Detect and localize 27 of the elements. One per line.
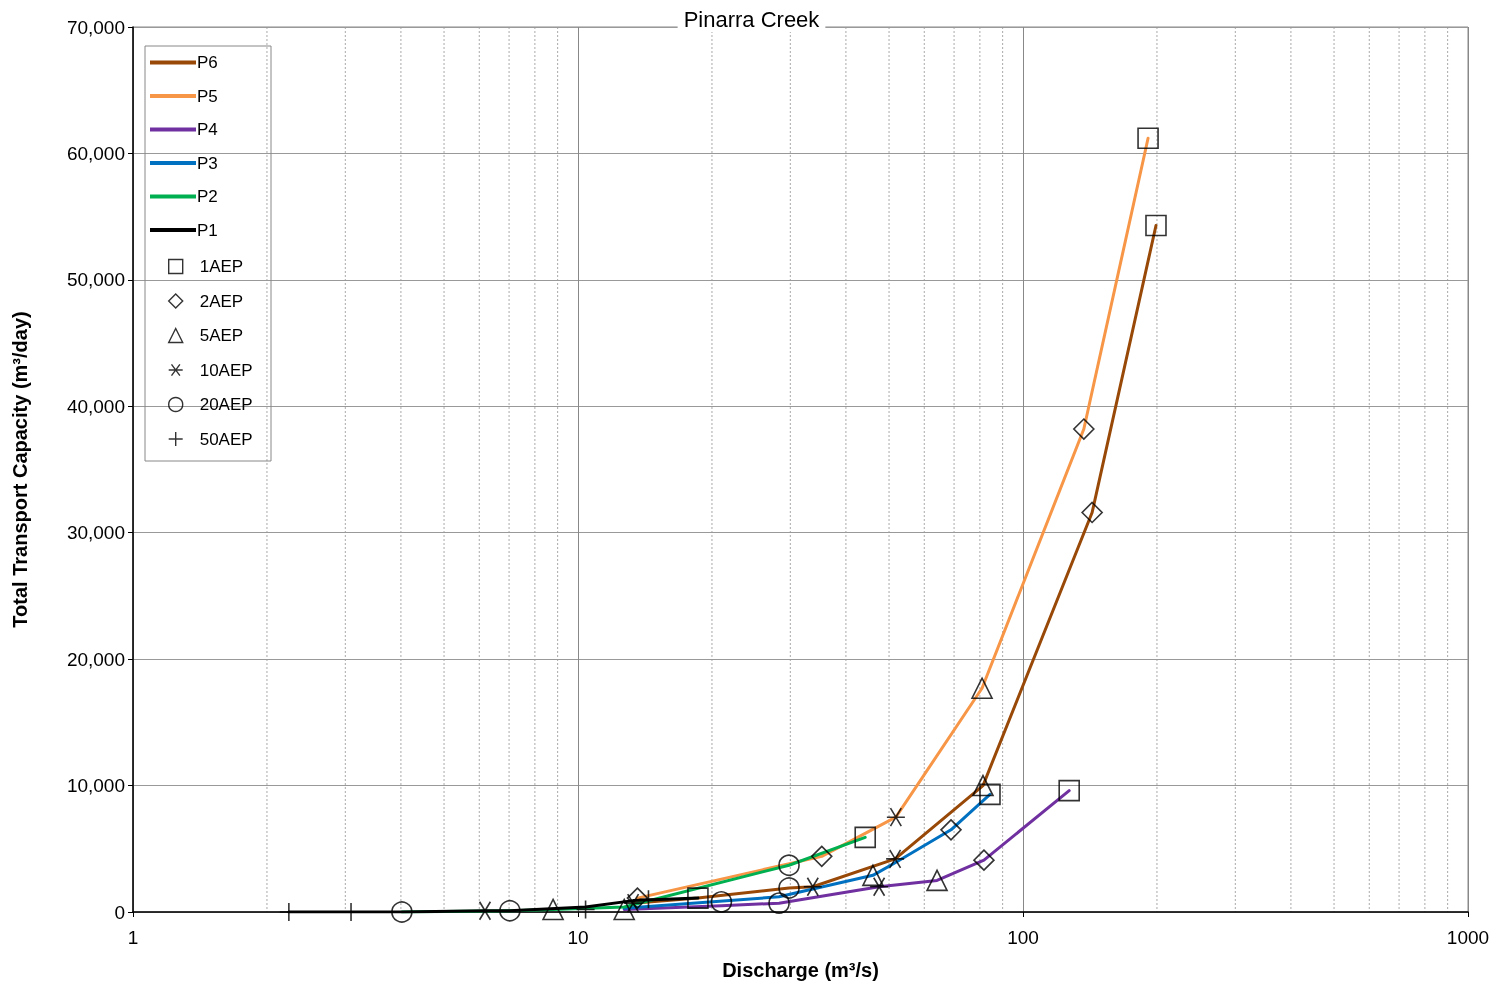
x-tick-label: 1000 xyxy=(1446,927,1490,948)
y-axis-title: Total Transport Capacity (m³/day) xyxy=(9,311,31,628)
y-tick-label: 10,000 xyxy=(66,775,125,797)
chart-title: Pinarra Creek xyxy=(683,6,821,32)
legend-label: 10AEP xyxy=(199,360,253,380)
legend-label: P5 xyxy=(197,86,218,106)
y-tick-label: 40,000 xyxy=(66,395,125,417)
legend-label: P3 xyxy=(197,153,218,173)
x-tick-label: 1 xyxy=(127,927,139,948)
y-tick-label: 50,000 xyxy=(66,269,125,291)
x-axis-title: Discharge (m³/s) xyxy=(722,959,879,981)
legend-label: 50AEP xyxy=(199,429,253,449)
legend-label: P4 xyxy=(197,120,218,139)
y-tick-label: 0 xyxy=(114,901,125,923)
y-tick-label: 60,000 xyxy=(66,142,125,164)
legend-label: 2AEP xyxy=(199,291,244,311)
y-tick-label: 70,000 xyxy=(66,16,125,38)
legend-label: 1AEP xyxy=(199,257,244,276)
legend-label: 5AEP xyxy=(199,326,244,345)
legend-label: P6 xyxy=(197,53,218,72)
x-tick-label: 10 xyxy=(567,927,589,948)
x-tick-label: 100 xyxy=(1007,927,1039,948)
legend-label: P2 xyxy=(197,187,218,206)
legend-label: P1 xyxy=(197,220,218,240)
legend-label: 20AEP xyxy=(199,395,253,414)
y-tick-label: 30,000 xyxy=(66,522,125,544)
y-tick-label: 20,000 xyxy=(66,648,125,670)
